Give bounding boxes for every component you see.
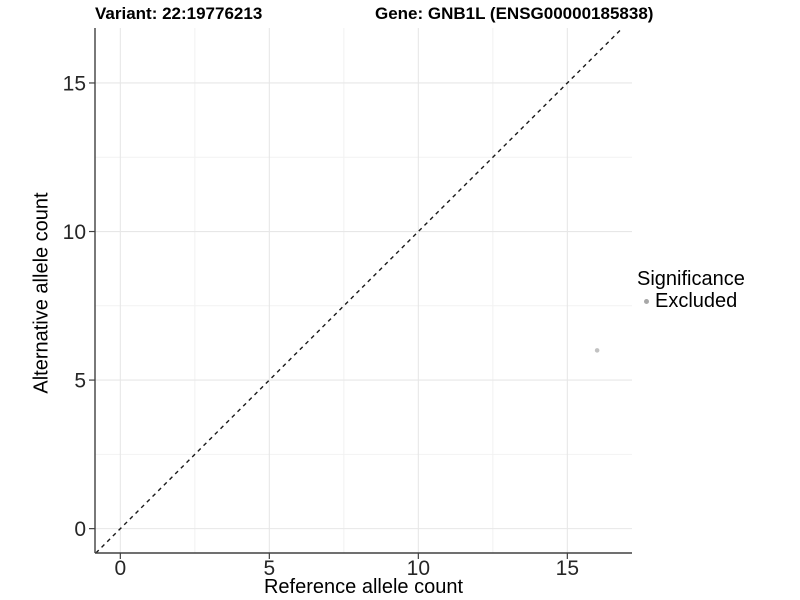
x-tick-label: 10 xyxy=(407,557,430,580)
panel xyxy=(95,28,632,553)
x-axis-title: Reference allele count xyxy=(263,576,463,598)
x-tick-label: 15 xyxy=(556,557,579,580)
y-tick-label: 15 xyxy=(63,72,86,95)
y-axis-title: Alternative allele count xyxy=(30,192,53,394)
legend: Significance Excluded xyxy=(637,268,745,312)
legend-point-icon xyxy=(644,298,649,304)
legend-entry-excluded: Excluded xyxy=(637,290,745,312)
y-tick-label: 10 xyxy=(63,221,86,244)
data-point xyxy=(594,348,600,353)
x-tick-label: 0 xyxy=(114,557,126,580)
y-tick-label: 0 xyxy=(74,518,86,541)
legend-entry-label: Excluded xyxy=(655,289,738,312)
gene-title: Gene: GNB1L (ENSG00000185838) xyxy=(375,4,654,23)
y-tick-label: 5 xyxy=(74,370,86,393)
x-tick-label: 5 xyxy=(263,557,275,580)
plot-title: Variant: 22:19776213 Gene: GNB1L (ENSG00… xyxy=(0,4,800,28)
legend-title: Significance xyxy=(637,268,745,290)
identity-line xyxy=(95,28,623,553)
variant-title: Variant: 22:19776213 xyxy=(95,4,263,23)
